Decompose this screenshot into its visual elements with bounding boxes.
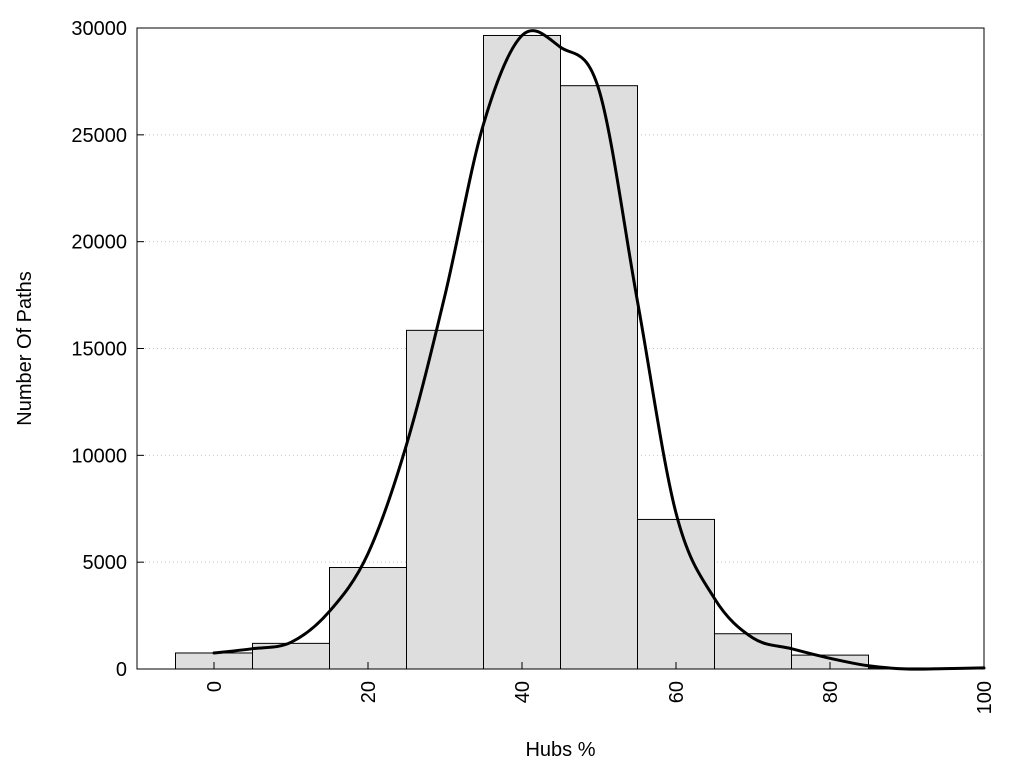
axis-ticks: [137, 27, 985, 670]
x-tick-label-40: 40: [512, 681, 534, 703]
histogram-bar-60: [637, 518, 715, 670]
y-tick-label-5000: 5000: [83, 552, 128, 574]
y-tick-label-20000: 20000: [71, 232, 127, 254]
x-tick-label-0: 0: [204, 681, 226, 692]
y-tick-label-25000: 25000: [71, 125, 127, 147]
histogram-bar-50: [560, 85, 638, 670]
histogram-bars: [175, 34, 985, 670]
histogram-bar-40: [483, 34, 561, 670]
histogram-bar-20: [329, 567, 407, 670]
y-tick-label-30000: 30000: [71, 18, 127, 40]
x-axis-title: Hubs %: [525, 739, 595, 761]
tick-labels: 0 5000 10000 15000 20000 25000 30000 0 20 40 60 80 1…: [71, 18, 996, 714]
histogram-bar-30: [406, 329, 484, 670]
y-tick-label-0: 0: [116, 659, 127, 681]
x-tick-label-100: 100: [974, 681, 996, 714]
x-tick-label-80: 80: [820, 681, 842, 703]
x-tick-label-60: 60: [666, 681, 688, 703]
y-tick-label-10000: 10000: [71, 445, 127, 467]
y-tick-label-15000: 15000: [71, 339, 127, 361]
y-axis-title: Number Of Paths: [14, 271, 36, 426]
density-curve: [212, 29, 986, 671]
x-tick-label-20: 20: [358, 681, 380, 703]
